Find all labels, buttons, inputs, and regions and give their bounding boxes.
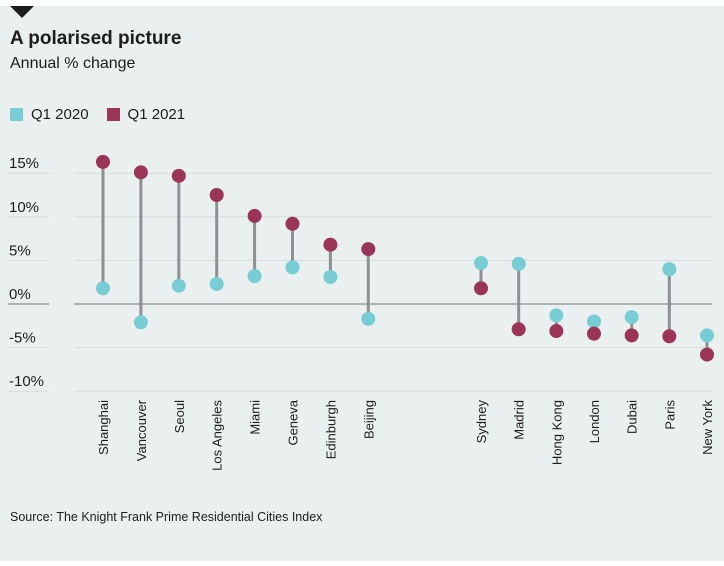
x-category-label: Hong Kong bbox=[549, 400, 564, 465]
point-q1-2020 bbox=[700, 328, 714, 343]
section-marker-icon bbox=[10, 6, 34, 18]
legend-swatch-q1-2020 bbox=[10, 108, 23, 121]
x-category-label: London bbox=[587, 400, 602, 443]
x-category-label: Seoul bbox=[172, 400, 187, 433]
point-q1-2021 bbox=[662, 329, 677, 344]
chart-subtitle: Annual % change bbox=[10, 55, 136, 72]
point-q1-2020 bbox=[285, 260, 300, 275]
point-q1-2021 bbox=[549, 324, 564, 339]
x-category-label: Sydney bbox=[474, 400, 489, 444]
legend-item-q1-2020: Q1 2020 bbox=[10, 106, 89, 123]
point-q1-2021 bbox=[323, 237, 338, 252]
y-tick-label: 5% bbox=[9, 242, 31, 259]
legend-label-q1-2021: Q1 2021 bbox=[127, 106, 186, 123]
x-category-label: Geneva bbox=[286, 399, 301, 445]
point-q1-2020 bbox=[133, 315, 148, 330]
x-category-label: Vancouver bbox=[134, 399, 149, 461]
x-category-label: Shanghai bbox=[96, 400, 111, 455]
legend: Q1 2020 Q1 2021 bbox=[10, 106, 203, 123]
point-q1-2021 bbox=[361, 242, 376, 257]
y-tick-label: 10% bbox=[9, 199, 39, 216]
x-category-label: New York bbox=[700, 400, 715, 455]
x-category-label: Los Angeles bbox=[210, 400, 225, 471]
y-tick-label: -10% bbox=[9, 373, 44, 390]
point-q1-2021 bbox=[133, 165, 148, 180]
y-tick-label: 15% bbox=[9, 155, 39, 172]
point-q1-2021 bbox=[247, 208, 262, 223]
x-category-label: Edinburgh bbox=[323, 400, 338, 459]
point-q1-2021 bbox=[285, 216, 300, 231]
point-q1-2021 bbox=[624, 328, 639, 343]
point-q1-2020 bbox=[587, 314, 601, 329]
point-q1-2020 bbox=[209, 276, 224, 291]
x-category-label: Paris bbox=[662, 400, 677, 430]
point-q1-2020 bbox=[624, 310, 639, 325]
point-q1-2021 bbox=[171, 168, 186, 183]
point-q1-2021 bbox=[587, 326, 601, 341]
x-category-label: Dubai bbox=[625, 400, 640, 434]
source-note: Source: The Knight Frank Prime Residenti… bbox=[10, 510, 323, 524]
point-q1-2021 bbox=[474, 281, 488, 296]
legend-label-q1-2020: Q1 2020 bbox=[31, 106, 89, 123]
point-q1-2020 bbox=[96, 281, 110, 296]
legend-item-q1-2021: Q1 2021 bbox=[106, 106, 186, 123]
point-q1-2021 bbox=[700, 347, 714, 362]
x-category-label: Madrid bbox=[512, 400, 527, 440]
point-q1-2020 bbox=[474, 256, 488, 271]
point-q1-2020 bbox=[549, 308, 564, 323]
x-category-label: Beijing bbox=[361, 400, 376, 439]
point-q1-2020 bbox=[511, 256, 526, 271]
legend-swatch-q1-2021 bbox=[106, 108, 120, 121]
point-q1-2020 bbox=[662, 262, 677, 277]
point-q1-2021 bbox=[511, 322, 526, 337]
point-q1-2020 bbox=[361, 311, 376, 326]
point-q1-2021 bbox=[209, 188, 224, 202]
y-tick-label: 0% bbox=[9, 286, 31, 303]
point-q1-2020 bbox=[323, 269, 338, 284]
chart-panel bbox=[0, 6, 724, 561]
chart-title: A polarised picture bbox=[10, 28, 182, 49]
point-q1-2020 bbox=[247, 269, 262, 284]
point-q1-2020 bbox=[171, 278, 186, 293]
x-category-label: Miami bbox=[248, 400, 263, 435]
y-tick-label: -5% bbox=[9, 330, 36, 347]
point-q1-2021 bbox=[96, 154, 110, 169]
